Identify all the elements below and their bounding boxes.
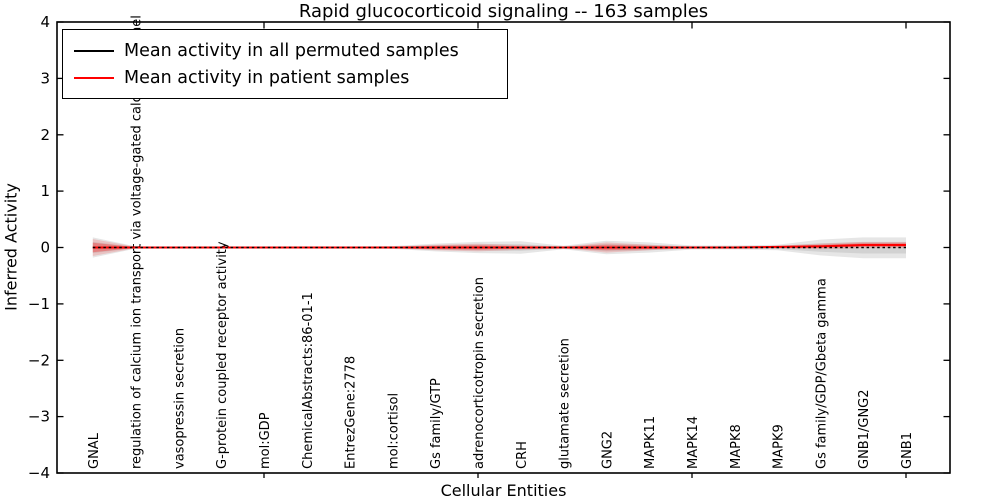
x-category-label: GNG2	[600, 431, 615, 469]
x-category-label: GNB1/GNG2	[857, 389, 872, 469]
x-category-label: EntrezGene:2778	[344, 356, 359, 469]
legend-item-permuted: Mean activity in all permuted samples	[74, 37, 507, 64]
legend-item-patient: Mean activity in patient samples	[74, 64, 507, 91]
x-category-label: CRH	[515, 441, 530, 469]
y-tick-labels: 4 3 2 1 0 −1 −2 −3 −4	[28, 13, 50, 482]
x-category-label: adrenocorticotropin secretion	[472, 277, 487, 469]
x-axis-label: Cellular Entities	[440, 481, 567, 500]
x-category-label: Gs family/GDP/Gbeta gamma	[814, 278, 829, 469]
x-category-label: GNAL	[87, 432, 102, 469]
y-tick-label: 0	[40, 239, 50, 257]
x-category-label: Gs family/GTP	[429, 378, 444, 469]
x-category-label: MAPK8	[729, 424, 744, 469]
y-tick-label: 1	[40, 182, 50, 200]
y-tick-label: 3	[40, 69, 50, 87]
x-category-label: MAPK14	[686, 416, 701, 469]
y-axis-label: Inferred Activity	[1, 183, 21, 311]
x-category-label: MAPK9	[772, 424, 787, 469]
x-category-label: G-protein coupled receptor activity	[215, 241, 230, 469]
y-tick-label: −4	[28, 464, 50, 482]
tick-marks	[57, 21, 950, 478]
x-category-label: MAPK11	[643, 416, 658, 469]
x-category-label: vasopressin secretion	[172, 328, 187, 469]
x-category-label: ChemicalAbstracts:86-01-1	[301, 292, 316, 469]
x-category-labels: GNAL regulation of calcium ion transport …	[87, 15, 915, 469]
y-tick-label: −1	[28, 295, 50, 313]
legend: Mean activity in all permuted samples Me…	[62, 29, 508, 99]
legend-label-permuted: Mean activity in all permuted samples	[124, 40, 459, 61]
red-line-swatch	[74, 76, 114, 79]
legend-label-patient: Mean activity in patient samples	[124, 67, 410, 88]
x-category-label: mol:GDP	[258, 412, 273, 469]
y-tick-label: −3	[28, 408, 50, 426]
x-category-label: GNB1	[900, 432, 915, 469]
black-line-swatch	[74, 49, 114, 52]
patient-mean-line	[92, 244, 906, 249]
y-tick-label: 4	[40, 13, 50, 31]
x-category-label: glutamate secretion	[558, 338, 573, 469]
chart-title: Rapid glucocorticoid signaling -- 163 sa…	[298, 1, 709, 22]
x-category-label: mol:cortisol	[386, 393, 401, 469]
y-tick-label: 2	[40, 126, 50, 144]
y-tick-label: −2	[28, 351, 50, 369]
x-category-label: regulation of calcium ion transport via …	[130, 15, 145, 469]
